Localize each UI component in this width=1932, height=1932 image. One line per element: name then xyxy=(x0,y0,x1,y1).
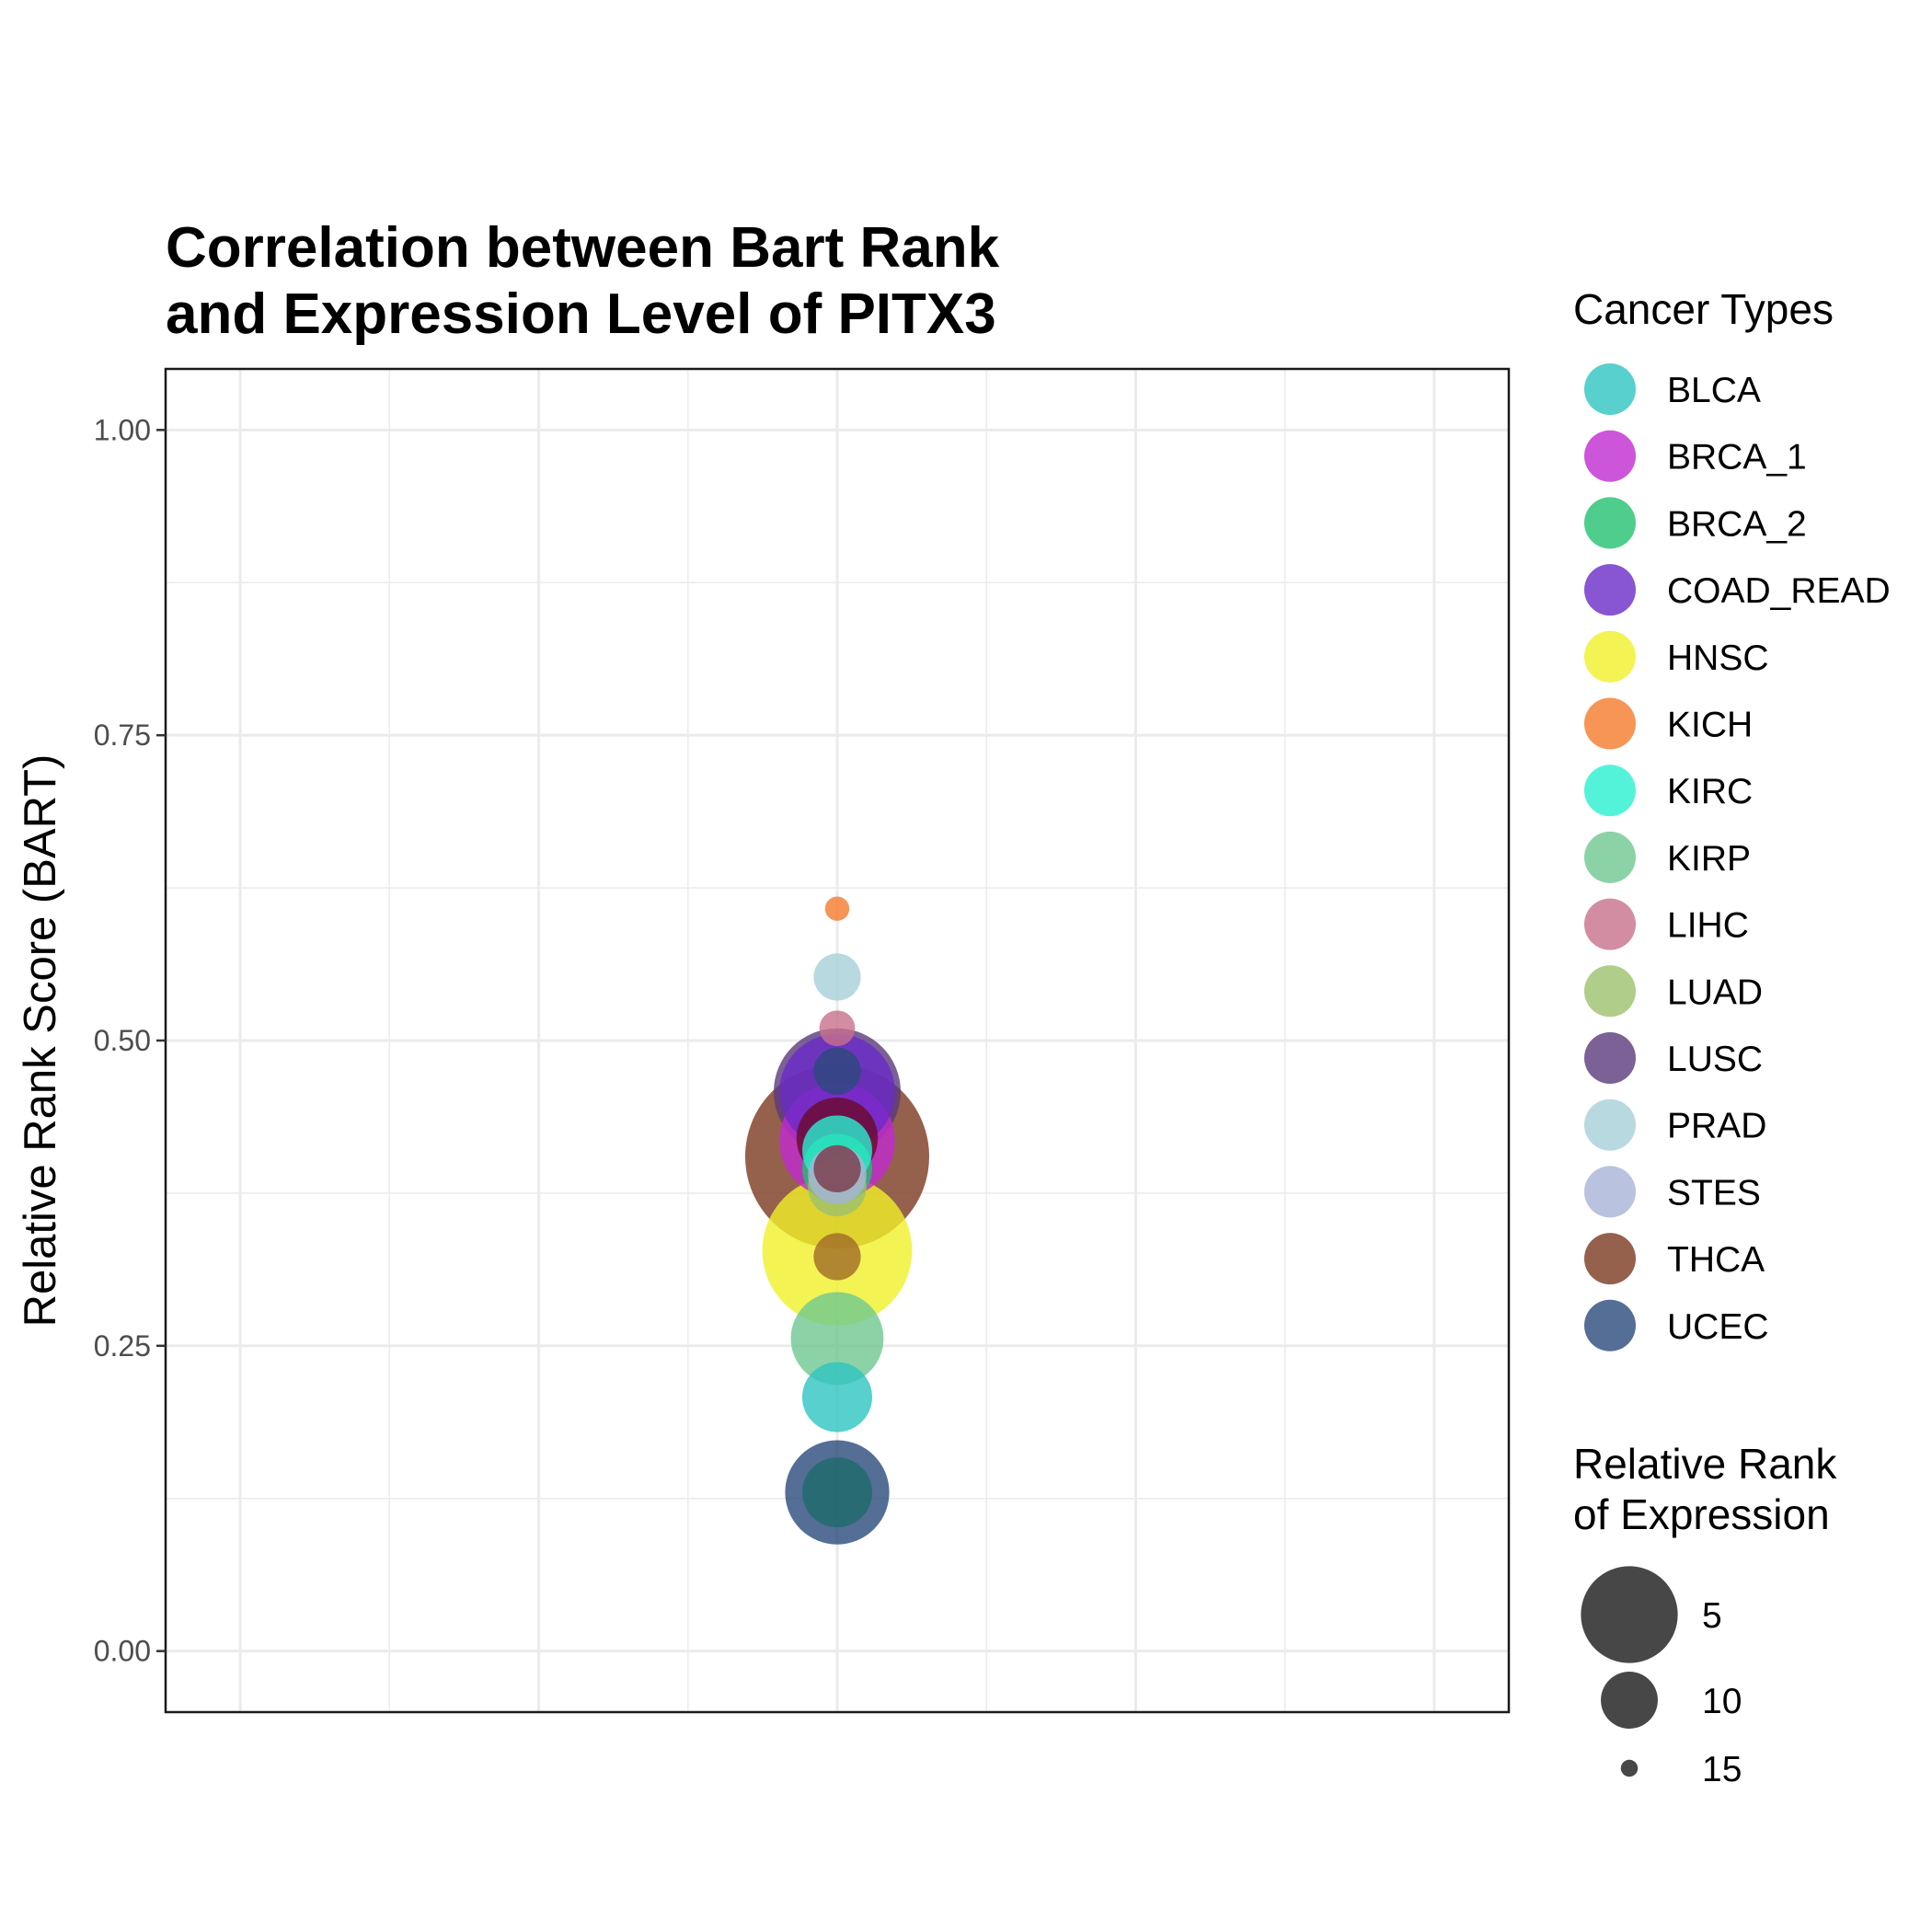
legend-key xyxy=(1584,965,1636,1018)
y-tick-label: 1.00 xyxy=(94,413,151,446)
legend-key xyxy=(1584,697,1636,750)
chart-title-line-2: and Expression Level of PITX3 xyxy=(166,282,996,346)
size-legend-key xyxy=(1581,1566,1678,1663)
data-point xyxy=(824,896,850,921)
size-legend-label: 10 xyxy=(1702,1682,1742,1721)
legend-label: STES xyxy=(1667,1173,1761,1213)
legend-label: BRCA_1 xyxy=(1667,438,1807,477)
data-point xyxy=(819,1010,856,1047)
legend-key xyxy=(1584,1233,1636,1285)
size-legend: 5 10 15 xyxy=(1581,1566,1742,1789)
data-point xyxy=(790,1292,884,1386)
legend-label: COAD_READ xyxy=(1667,571,1891,611)
legend-label: BLCA xyxy=(1667,371,1761,410)
size-legend-label: 5 xyxy=(1702,1596,1722,1636)
y-tick-label: 0.00 xyxy=(94,1635,151,1668)
legend-label: THCA xyxy=(1667,1240,1765,1280)
legend-label: LIHC xyxy=(1667,906,1749,946)
y-tick-label: 0.50 xyxy=(94,1024,151,1057)
data-point xyxy=(802,1362,872,1432)
legend-key xyxy=(1584,1098,1636,1151)
color-legend-title: Cancer Types xyxy=(1573,285,1834,333)
size-legend-key xyxy=(1601,1672,1658,1729)
y-axis-label: Relative Rank Score (BART) xyxy=(16,754,65,1328)
legend-key xyxy=(1584,497,1636,549)
legend-label: KIRC xyxy=(1667,772,1753,811)
data-point xyxy=(813,1047,861,1095)
legend-key xyxy=(1584,363,1636,415)
legend-key xyxy=(1584,898,1636,950)
y-tick-label: 0.25 xyxy=(94,1329,151,1363)
legend-key xyxy=(1584,1032,1636,1084)
legend-key xyxy=(1584,564,1636,616)
legend-key xyxy=(1584,630,1636,683)
legend-key xyxy=(1584,1166,1636,1218)
y-tick-label: 0.75 xyxy=(94,719,151,752)
legend-label: LUSC xyxy=(1667,1040,1763,1079)
data-points xyxy=(745,896,929,1545)
legend-key xyxy=(1584,430,1636,482)
data-point xyxy=(813,1144,861,1192)
legend-key xyxy=(1584,765,1636,817)
color-legend: BLCA BRCA_1 BRCA_2 COAD_READ HNSC KICH KIRC KIR… xyxy=(1584,363,1891,1351)
legend-label: BRCA_2 xyxy=(1667,504,1807,544)
legend-label: KIRP xyxy=(1667,839,1751,879)
size-legend-title-line-2: of Expression xyxy=(1573,1490,1830,1538)
size-legend-key xyxy=(1620,1759,1639,1777)
chart-title-line-1: Correlation between Bart Rank xyxy=(166,216,1000,280)
size-legend-title-line-1: Relative Rank xyxy=(1573,1440,1837,1488)
legend-key xyxy=(1584,1299,1636,1351)
legend-label: KICH xyxy=(1667,706,1753,745)
legend-label: HNSC xyxy=(1667,638,1769,678)
data-point xyxy=(802,1457,872,1528)
legend-label: LUAD xyxy=(1667,972,1763,1012)
legend-label: PRAD xyxy=(1667,1107,1766,1146)
size-legend-label: 15 xyxy=(1702,1750,1742,1789)
y-axis-ticks: 0.00 0.25 0.50 0.75 1.00 xyxy=(94,413,166,1668)
legend-key xyxy=(1584,831,1636,883)
data-point xyxy=(813,953,861,1001)
legend-label: UCEC xyxy=(1667,1307,1769,1347)
data-point xyxy=(813,1233,861,1281)
